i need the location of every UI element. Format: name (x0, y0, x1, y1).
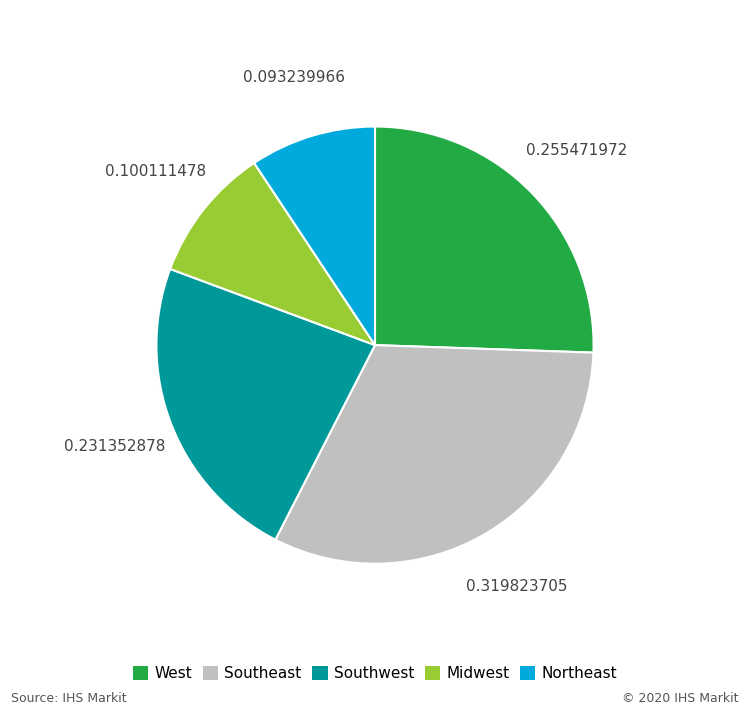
Text: 0.255471972: 0.255471972 (526, 143, 627, 158)
Wedge shape (275, 345, 593, 564)
Wedge shape (170, 163, 375, 345)
Text: Source: IHS Markit: Source: IHS Markit (11, 692, 127, 705)
Wedge shape (375, 127, 593, 352)
Text: Utility-scale PV - regional forecast 2020-24: Utility-scale PV - regional forecast 202… (13, 22, 554, 42)
Wedge shape (254, 127, 375, 345)
Wedge shape (157, 269, 375, 540)
Text: 0.093239966: 0.093239966 (243, 70, 345, 85)
Text: 0.231352878: 0.231352878 (64, 439, 165, 454)
Text: 0.100111478: 0.100111478 (105, 164, 206, 179)
Legend: West, Southeast, Southwest, Midwest, Northeast: West, Southeast, Southwest, Midwest, Nor… (127, 660, 623, 687)
Text: © 2020 IHS Markit: © 2020 IHS Markit (622, 692, 739, 705)
Text: 0.319823705: 0.319823705 (466, 579, 568, 594)
